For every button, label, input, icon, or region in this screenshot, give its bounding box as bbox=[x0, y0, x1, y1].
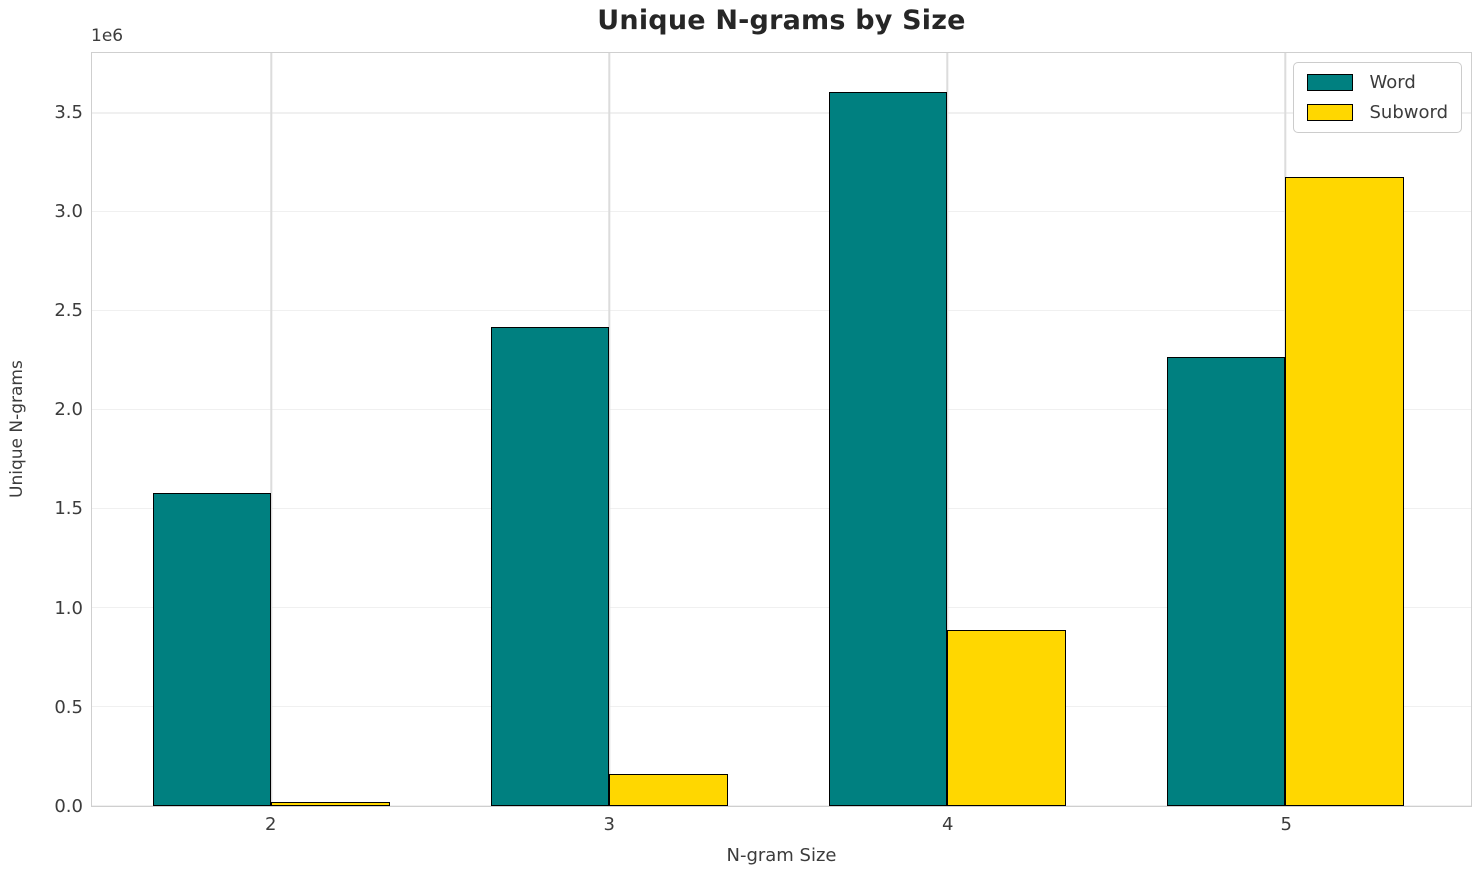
h-gridline bbox=[92, 310, 1471, 312]
v-gridline bbox=[946, 53, 949, 806]
legend-entry-subword: Subword bbox=[1307, 102, 1448, 123]
x-tick-label: 5 bbox=[1280, 814, 1292, 835]
y-tick-label: 3.5 bbox=[54, 101, 83, 123]
bar-word-3 bbox=[491, 327, 610, 806]
h-gridline bbox=[92, 408, 1471, 411]
bar-word-2 bbox=[153, 493, 272, 806]
h-gridline bbox=[92, 507, 1471, 510]
h-gridline bbox=[92, 112, 1471, 114]
legend: Word Subword bbox=[1293, 62, 1462, 133]
y-tick-label: 2.0 bbox=[54, 399, 83, 421]
legend-label: Word bbox=[1369, 72, 1416, 93]
v-gridline bbox=[270, 53, 273, 806]
bar-subword-5 bbox=[1285, 176, 1404, 806]
y-axis-offset-label: 1e6 bbox=[91, 26, 124, 46]
x-axis-label: N-gram Size bbox=[726, 845, 837, 866]
chart-title: Unique N-grams by Size bbox=[597, 5, 966, 36]
y-tick-label: 1.5 bbox=[54, 498, 83, 520]
x-tick-label: 2 bbox=[264, 814, 277, 835]
bar-word-5 bbox=[1167, 356, 1286, 806]
bar-word-4 bbox=[829, 91, 948, 806]
y-tick-label: 0.0 bbox=[54, 796, 83, 817]
bar-subword-3 bbox=[609, 774, 728, 806]
legend-label: Subword bbox=[1369, 102, 1448, 123]
x-tick-label: 4 bbox=[941, 814, 954, 835]
y-axis-ticks: 0.0 0.5 1.0 1.5 2.0 2.5 3.0 3.5 bbox=[0, 52, 83, 817]
legend-entry-word: Word bbox=[1307, 72, 1448, 93]
x-tick-label: 3 bbox=[603, 814, 615, 835]
y-tick-label: 2.5 bbox=[54, 300, 83, 322]
y-tick-label: 0.5 bbox=[54, 696, 83, 718]
bar-subword-4 bbox=[947, 629, 1066, 806]
legend-swatch bbox=[1307, 74, 1354, 91]
v-gridline bbox=[608, 53, 611, 806]
h-gridline bbox=[92, 606, 1471, 609]
legend-swatch bbox=[1307, 104, 1354, 121]
bar-subword-2 bbox=[271, 802, 390, 806]
h-gridline bbox=[92, 211, 1471, 213]
h-gridline bbox=[92, 705, 1471, 708]
y-tick-label: 3.0 bbox=[54, 200, 83, 222]
h-gridline bbox=[92, 804, 1471, 806]
plot-area: Word Subword bbox=[91, 52, 1472, 807]
y-tick-label: 1.0 bbox=[54, 597, 83, 619]
x-axis-ticks: 2 3 4 5 bbox=[91, 814, 1472, 840]
